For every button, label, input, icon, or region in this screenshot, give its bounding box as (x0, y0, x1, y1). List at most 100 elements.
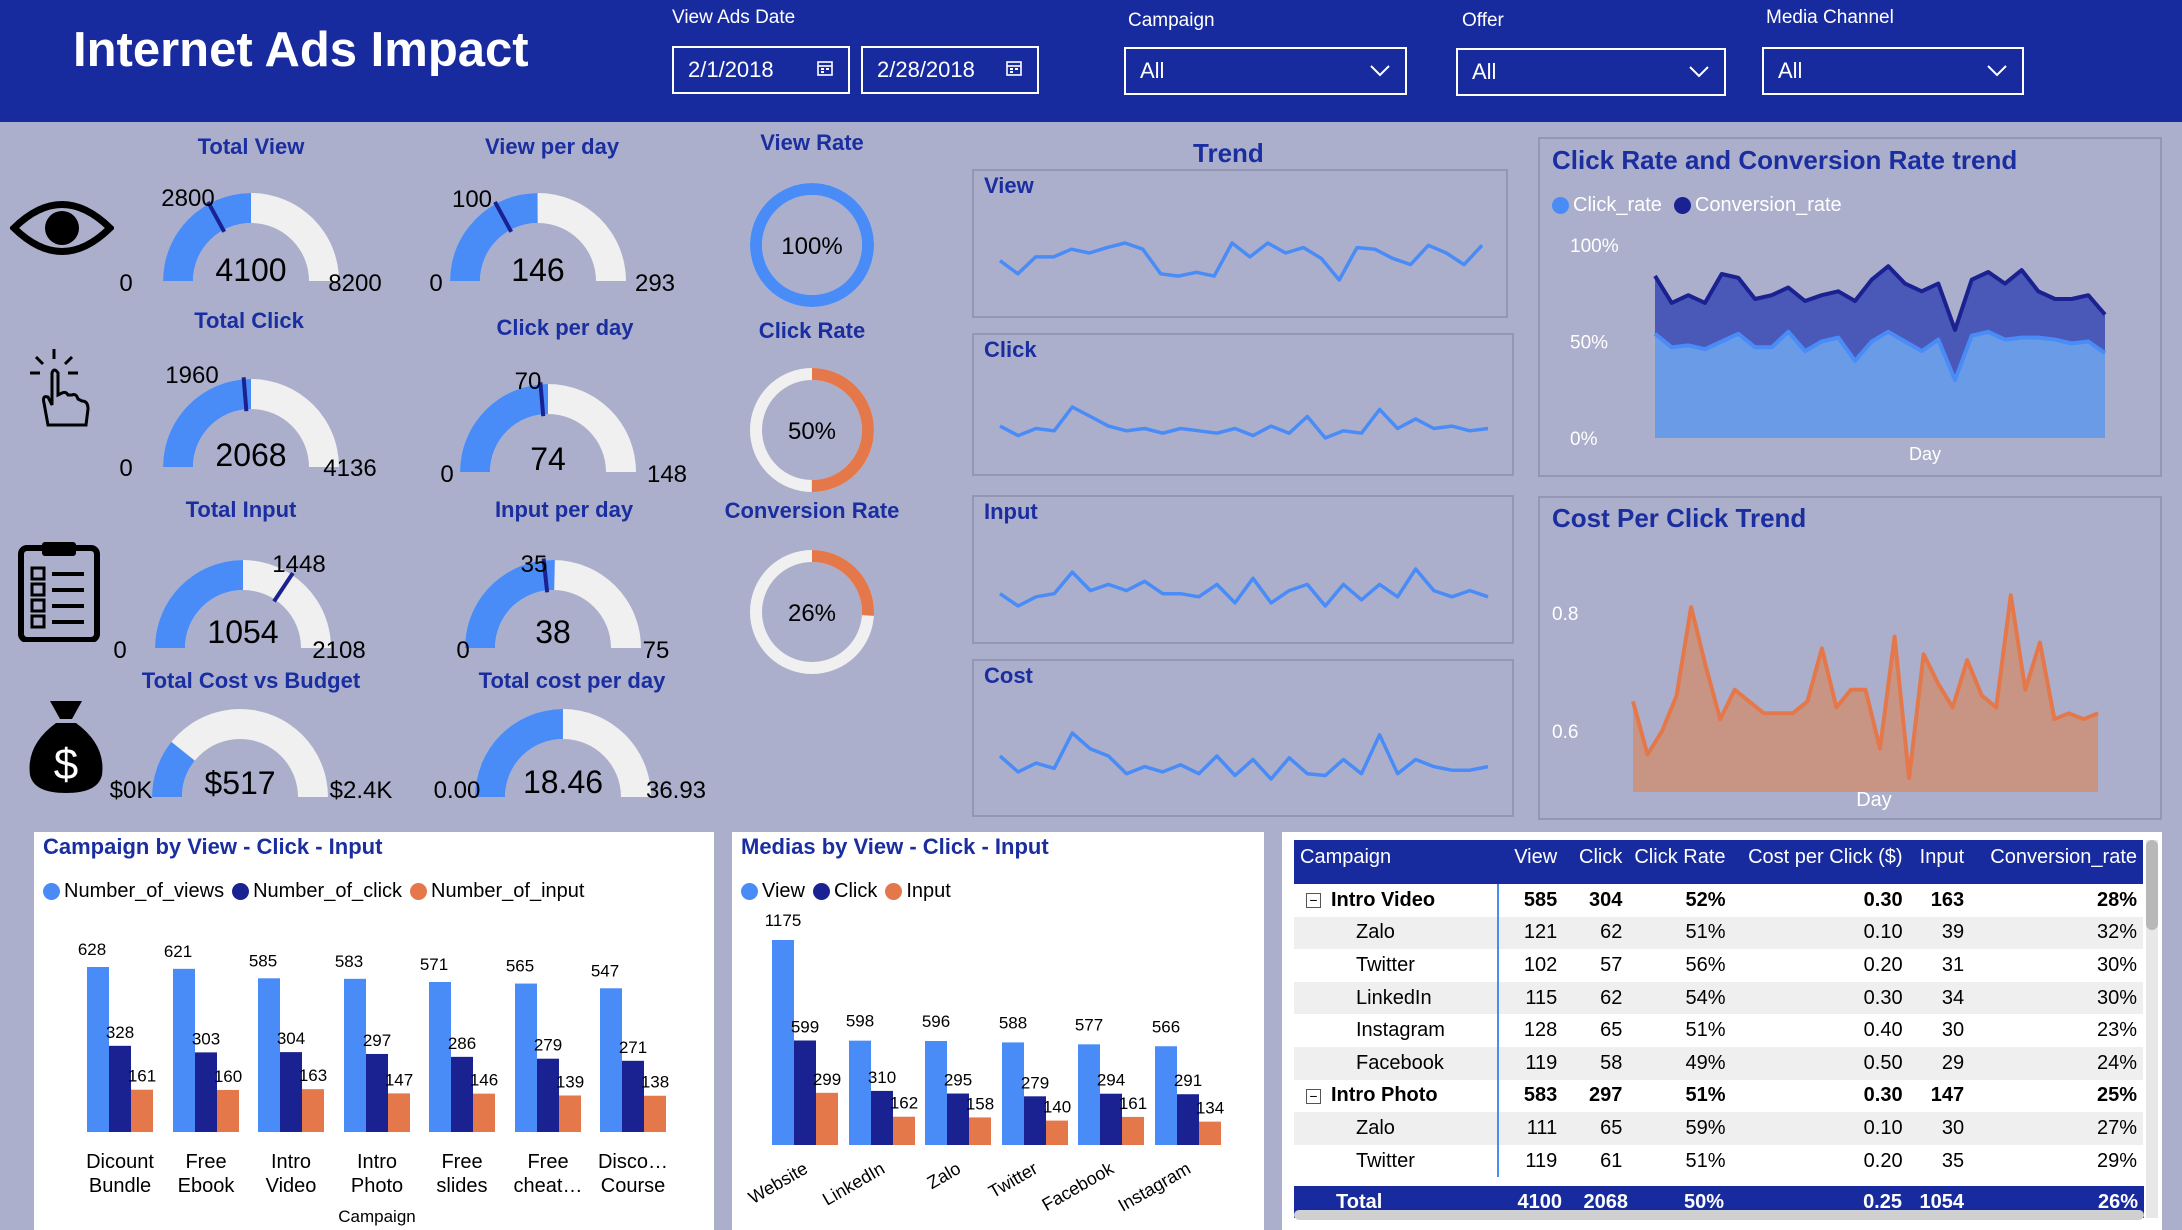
gauge-fill (163, 193, 251, 281)
gauge-value: 1054 (207, 614, 279, 650)
gauge-track (152, 709, 328, 797)
legend-input: Input (906, 880, 951, 902)
x-tick-label: Zalo (924, 1158, 964, 1193)
bar-view (772, 940, 794, 1145)
legend-dot (232, 883, 250, 900)
collapse-toggle-icon[interactable]: − (1306, 1088, 1321, 1104)
cell-value: 52% (1685, 888, 1726, 911)
table-row[interactable]: Twitter 119 61 51% 0.20 35 29% (1294, 1144, 2143, 1178)
cell-value: 24% (2096, 1051, 2137, 1074)
cell-value: 30% (2096, 953, 2137, 976)
start-date-input[interactable]: 2/1/2018 (672, 46, 850, 94)
y-tick-label: 0% (1570, 429, 1598, 450)
end-date-input[interactable]: 2/28/2018 (861, 46, 1039, 94)
gauge-min-label: 0 (119, 455, 133, 482)
gauge-max-label: 8200 (328, 270, 382, 297)
cell-value: 29 (1941, 1051, 1965, 1074)
table-group-row[interactable]: − Intro Photo 583 297 51% 0.30 147 25% (1294, 1079, 2143, 1113)
calendar-icon[interactable] (816, 57, 834, 83)
gauge-target-marker (272, 571, 295, 603)
legend-dot (813, 883, 830, 900)
column-header[interactable]: Click (1579, 846, 1623, 868)
table-row[interactable]: Zalo 111 65 59% 0.10 30 27% (1294, 1112, 2143, 1145)
x-tick-label: Disco… (598, 1151, 668, 1173)
gauge-target-label: 70 (514, 368, 542, 395)
row-label-text: Intro Video (1331, 888, 1436, 911)
campaign-table[interactable]: Campaign View Click Click Rate Cost per Clic… (1294, 840, 2144, 1218)
cell-value: 49% (1685, 1051, 1726, 1074)
line-click-rate (1653, 329, 2107, 383)
gauge-target-label: 100 (451, 186, 493, 213)
cell-value: 51% (1685, 921, 1726, 944)
column-header[interactable]: Input (1919, 846, 1965, 868)
y-tick-label: 100% (1570, 236, 1619, 257)
bar-data-label: 147 (385, 1070, 413, 1089)
table-row[interactable]: Instagram 128 65 51% 0.40 30 23% (1294, 1014, 2143, 1047)
bar-data-label: 162 (890, 1094, 918, 1113)
cell-value: 0.30 (1863, 986, 1903, 1009)
bar-click (947, 1093, 969, 1145)
trend-title: Trend (1193, 138, 1264, 168)
gauge-max-label: 75 (642, 637, 670, 664)
scrollbar-thumb[interactable] (2146, 840, 2158, 930)
cell-value: 51% (1685, 1084, 1726, 1107)
bar-data-label: 547 (591, 961, 619, 980)
bar-number_of_input (473, 1093, 495, 1132)
column-header[interactable]: Cost per Click ($) (1748, 846, 1903, 868)
x-tick-label: Intro (271, 1151, 311, 1173)
money-bag-icon: $ (29, 701, 103, 793)
bar-data-label: 598 (846, 1012, 874, 1031)
donut-fill (750, 550, 874, 674)
x-tick-label: Dicount (86, 1151, 154, 1173)
bar-data-label: 566 (1152, 1017, 1180, 1036)
gauge-title: Total cost per day (478, 668, 666, 693)
bar-view (1002, 1042, 1024, 1145)
calendar-icon[interactable] (1005, 57, 1023, 83)
column-header[interactable]: Click Rate (1634, 846, 1726, 868)
total-value: 1054 (1919, 1190, 1965, 1213)
trend-panel-label: Click (984, 337, 1037, 362)
donut-1: 50% (750, 368, 874, 492)
table-vertical-scrollbar[interactable] (2146, 840, 2158, 1218)
gauge-6 (152, 709, 328, 797)
table-row[interactable]: LinkedIn 115 62 54% 0.30 34 30% (1294, 981, 2143, 1015)
media-filter-select[interactable]: All (1762, 47, 2024, 95)
gauge-min-label: $0K (109, 777, 153, 804)
bar-input (1122, 1116, 1144, 1145)
bar-input (969, 1117, 991, 1145)
bar-data-label: 328 (106, 1023, 134, 1042)
column-header[interactable]: View (1514, 846, 1558, 868)
cell-value: 62 (1600, 986, 1623, 1009)
gauge-0 (163, 193, 339, 281)
table-row[interactable]: Zalo 121 62 51% 0.10 39 32% (1294, 916, 2143, 950)
column-header[interactable]: Campaign (1300, 846, 1392, 868)
cell-value: 28% (2096, 888, 2137, 911)
total-value: 4100 (1517, 1190, 1563, 1213)
bar-data-label: 279 (534, 1036, 562, 1055)
total-value: 50% (1683, 1190, 1724, 1213)
bar-data-label: 146 (470, 1071, 498, 1090)
bar-click (794, 1040, 816, 1145)
y-tick-label: 0.8 (1552, 604, 1578, 625)
row-label-text: Twitter (1356, 953, 1415, 976)
gauge-min-label: 0 (113, 637, 127, 664)
start-date-value: 2/1/2018 (688, 57, 774, 82)
gauge-value: 2068 (215, 437, 287, 473)
gauge-fill (475, 709, 563, 797)
cell-value: 29% (2096, 1149, 2137, 1172)
trend-line-chart (998, 731, 1489, 781)
cell-value: 23% (2096, 1019, 2137, 1042)
date-filter-label: View Ads Date (672, 7, 796, 28)
table-horizontal-scrollbar[interactable] (1294, 1210, 2144, 1220)
cpc-trend-title: Cost Per Click Trend (1552, 503, 1807, 533)
bar-number_of_input (131, 1089, 153, 1132)
offer-filter-select[interactable]: All (1456, 48, 1726, 96)
collapse-toggle-icon[interactable]: − (1306, 893, 1321, 909)
column-header[interactable]: Conversion_rate (1990, 846, 2137, 868)
table-row[interactable]: Twitter 102 57 56% 0.20 31 30% (1294, 949, 2143, 982)
campaign-filter-label: Campaign (1128, 10, 1215, 31)
gauge-fill (152, 741, 195, 797)
campaign-filter-select[interactable]: All (1124, 47, 1407, 95)
table-group-row[interactable]: − Intro Video 585 304 52% 0.30 163 28% (1294, 884, 2143, 917)
table-row[interactable]: Facebook 119 58 49% 0.50 29 24% (1294, 1046, 2143, 1080)
